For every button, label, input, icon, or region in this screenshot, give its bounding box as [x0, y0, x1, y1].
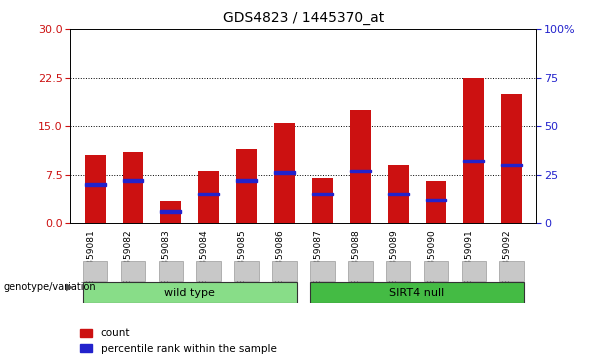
Bar	[196, 261, 221, 281]
Bar	[159, 261, 183, 281]
Bar	[312, 178, 333, 223]
Bar	[85, 155, 105, 223]
Bar	[350, 110, 371, 223]
Bar	[501, 94, 522, 223]
Bar	[199, 193, 219, 195]
Text: wild type: wild type	[164, 287, 215, 298]
Bar	[348, 261, 373, 281]
Bar	[462, 261, 486, 281]
Bar	[387, 193, 408, 195]
Bar	[236, 179, 257, 182]
Bar	[236, 149, 257, 223]
Bar	[463, 160, 484, 162]
Text: SIRT4 null: SIRT4 null	[389, 287, 444, 298]
Bar	[463, 78, 484, 223]
Bar	[350, 170, 371, 172]
Bar	[121, 261, 145, 281]
Title: GDS4823 / 1445370_at: GDS4823 / 1445370_at	[223, 11, 384, 25]
Bar	[312, 193, 333, 195]
Bar	[83, 261, 107, 281]
Bar	[274, 123, 295, 223]
Bar	[85, 183, 105, 186]
Bar	[424, 261, 448, 281]
Bar	[83, 282, 297, 303]
Bar	[425, 199, 446, 201]
Bar	[501, 164, 522, 166]
Bar	[123, 179, 143, 182]
Bar	[199, 171, 219, 223]
Bar	[500, 261, 524, 281]
Bar	[310, 282, 524, 303]
Bar	[274, 171, 295, 174]
Text: genotype/variation: genotype/variation	[3, 282, 96, 292]
Bar	[161, 210, 181, 213]
Bar	[425, 181, 446, 223]
Bar	[310, 261, 335, 281]
Text: ▶: ▶	[66, 282, 74, 292]
Bar	[272, 261, 297, 281]
Legend: count, percentile rank within the sample: count, percentile rank within the sample	[75, 324, 281, 358]
Bar	[386, 261, 411, 281]
Bar	[161, 201, 181, 223]
Bar	[387, 165, 408, 223]
Bar	[123, 152, 143, 223]
Bar	[234, 261, 259, 281]
